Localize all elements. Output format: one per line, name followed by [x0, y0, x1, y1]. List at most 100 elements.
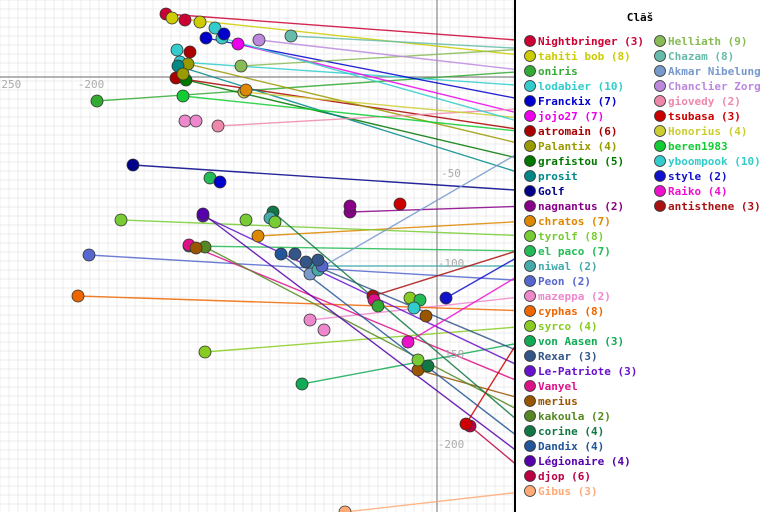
data-point [183, 45, 197, 59]
legend-label: Helliath (9) [668, 35, 747, 48]
series-connector [177, 65, 531, 177]
legend-marker [524, 50, 536, 62]
legend-marker [524, 350, 536, 362]
legend-label: syrco (4) [538, 320, 598, 333]
series-connector [120, 219, 531, 237]
data-point [393, 197, 407, 211]
data-point [211, 119, 225, 133]
series-connector [188, 245, 531, 252]
legend-label: tahiti bob (8) [538, 50, 631, 63]
legend-label: kakoula (2) [538, 410, 611, 423]
legend-marker [524, 170, 536, 182]
legend-marker [524, 245, 536, 257]
data-point [170, 43, 184, 57]
legend-marker [524, 65, 536, 77]
legend-marker [654, 200, 666, 212]
data-point [288, 247, 302, 261]
legend-marker [524, 440, 536, 452]
legend-marker [524, 395, 536, 407]
legend-label: el paco (7) [538, 245, 611, 258]
axes [0, 0, 515, 512]
data-point [176, 89, 190, 103]
data-point [459, 417, 473, 431]
legend-marker [524, 155, 536, 167]
legend-label: Golf [538, 185, 565, 198]
legend-marker [524, 425, 536, 437]
data-point [401, 335, 415, 349]
legend-label: giovedy (2) [668, 95, 741, 108]
legend-label: lodabier (10) [538, 80, 624, 93]
legend-label: Franckix (7) [538, 95, 617, 108]
legend-marker [524, 200, 536, 212]
data-point [189, 114, 203, 128]
legend-label: style (2) [668, 170, 728, 183]
legend-label: Dandix (4) [538, 440, 604, 453]
data-point [178, 114, 192, 128]
legend-marker [524, 290, 536, 302]
legend-label: Raiko (4) [668, 185, 728, 198]
legend-marker [654, 50, 666, 62]
data-point [90, 94, 104, 108]
data-point [217, 27, 231, 41]
legend-marker [654, 170, 666, 182]
series-connector [349, 205, 531, 213]
series-connector [202, 213, 531, 462]
data-point [419, 309, 433, 323]
data-point [439, 291, 453, 305]
data-point [303, 313, 317, 327]
legend-marker [524, 485, 536, 497]
legend-label: Chazam (8) [668, 50, 734, 63]
legend-label: beren1983 [668, 140, 728, 153]
legend-label: Gibus (3) [538, 485, 598, 498]
legend-label: Honorius (4) [668, 125, 747, 138]
data-point [252, 33, 266, 47]
data-point [213, 175, 227, 189]
legend-marker [524, 95, 536, 107]
legend-label: nagnantus (2) [538, 200, 624, 213]
legend-marker [654, 80, 666, 92]
legend-label: Palantix (4) [538, 140, 617, 153]
legend-label: atromain (6) [538, 125, 617, 138]
data-point [343, 199, 357, 213]
legend-label: prosit [538, 170, 578, 183]
legend-label: tsubasa (3) [668, 110, 741, 123]
legend-label: jojo27 (7) [538, 110, 604, 123]
legend: Nightbringer (3) tahiti bob (8) oniris loda… [524, 35, 761, 498]
data-point [311, 253, 325, 267]
series-connector [132, 164, 531, 192]
legend-label: Peon (2) [538, 275, 591, 288]
data-point [198, 345, 212, 359]
legend-marker [654, 35, 666, 47]
legend-label: Chanclier Zorg [668, 80, 761, 93]
legend-label: Vanyel [538, 380, 578, 393]
legend-label: oniris [538, 65, 578, 78]
legend-label: yboompook (10) [668, 155, 761, 168]
x-tick-label: -200 [78, 78, 105, 91]
legend-marker [524, 365, 536, 377]
data-points [71, 7, 477, 512]
legend-label: tyrolf (8) [538, 230, 604, 243]
y-tick-label: -100 [438, 257, 465, 270]
legend-label: grafistou (5) [538, 155, 624, 168]
series-connector [280, 253, 531, 447]
series-connector [171, 17, 531, 57]
legend-marker [524, 380, 536, 392]
legend-marker [524, 470, 536, 482]
legend-marker [524, 110, 536, 122]
series-connector [175, 77, 531, 132]
legend-marker [524, 140, 536, 152]
series-connector [272, 211, 531, 432]
tick-labels: -250 -200 -50 -100 -150 -200 [0, 78, 464, 451]
data-point [208, 21, 222, 35]
series-connector [96, 70, 531, 102]
legend-label: Nightbringer (3) [538, 35, 644, 48]
data-point [317, 323, 331, 337]
series-connector [344, 490, 531, 512]
data-point [251, 229, 265, 243]
data-point [421, 359, 435, 373]
data-point [114, 213, 128, 227]
data-point [193, 15, 207, 29]
legend-label: mazeppa (2) [538, 290, 611, 303]
series-connector [165, 13, 531, 42]
data-point [407, 301, 421, 315]
